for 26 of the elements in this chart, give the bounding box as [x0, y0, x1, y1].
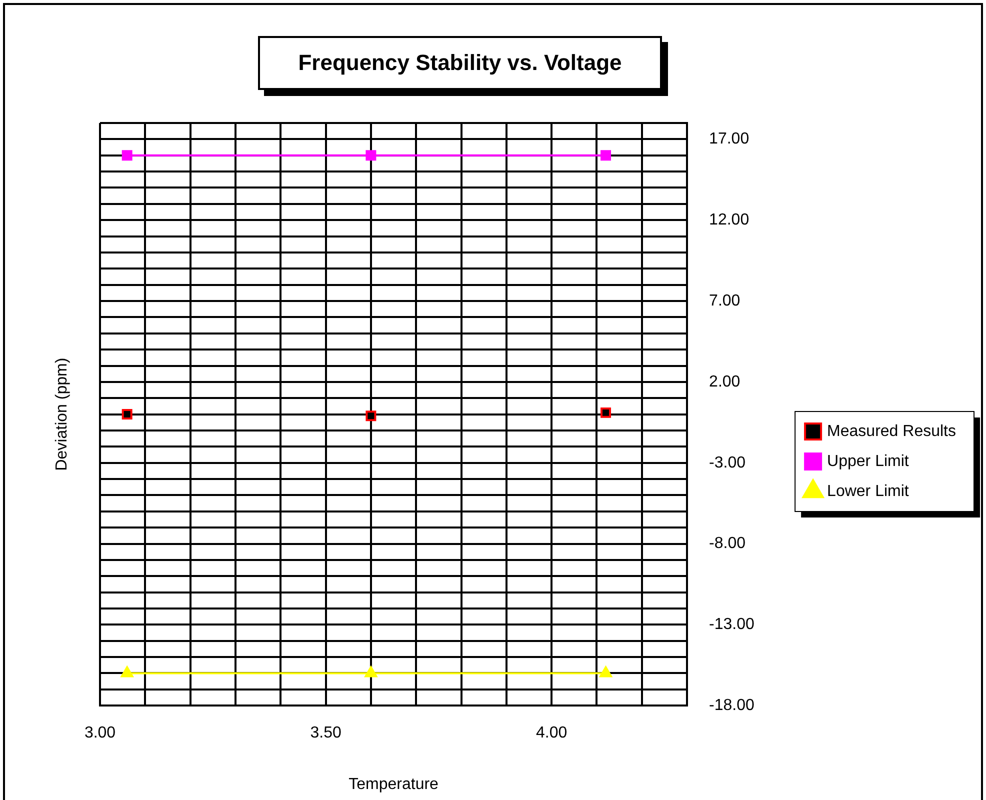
- x-tick-label: 4.00: [536, 724, 568, 742]
- y-tick-label: 12.00: [709, 212, 750, 229]
- y-tick-label: -13.00: [709, 616, 755, 634]
- point: [122, 409, 132, 420]
- point: [120, 666, 134, 678]
- point: [600, 407, 612, 418]
- y-tick-label: 17.00: [709, 130, 750, 148]
- point: [364, 666, 378, 678]
- point: [600, 150, 612, 161]
- y-tick-label: -3.00: [709, 454, 746, 472]
- point: [366, 410, 376, 422]
- point: [600, 666, 612, 678]
- x-tick-label: 3.00: [84, 724, 116, 742]
- legend-label: Measured Results: [827, 422, 956, 440]
- legend-label: Lower Limit: [827, 482, 910, 500]
- y-tick-label: 2.00: [709, 373, 740, 390]
- point: [366, 150, 376, 161]
- y-tick-label: -18.00: [709, 697, 755, 714]
- legend-label: Upper Limit: [827, 452, 910, 470]
- x-tick-label: 3.50: [310, 724, 342, 742]
- y-axis-title: Deviation (ppm): [53, 358, 70, 471]
- x-axis-title: Temperature: [348, 776, 439, 793]
- point: [122, 150, 132, 161]
- y-tick-label: -8.00: [709, 535, 746, 552]
- chart-title: Frequency Stability vs. Voltage: [258, 36, 662, 90]
- y-tick-label: 7.00: [709, 292, 740, 310]
